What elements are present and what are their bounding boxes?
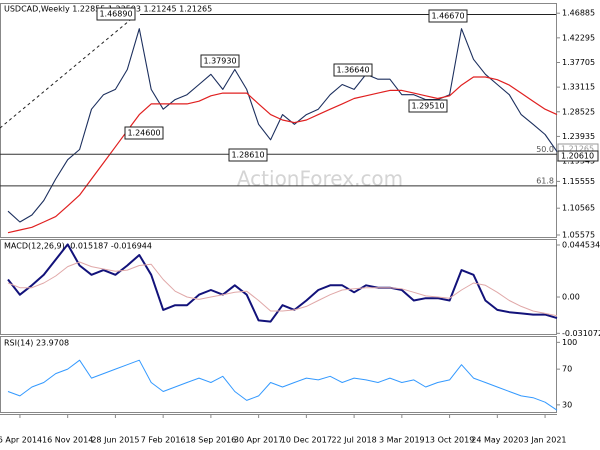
y-tick-label: 1.28525 <box>562 107 595 116</box>
x-tick-label: 18 Sep 2016 <box>186 436 237 445</box>
y-tick-label: -0.031072 <box>562 329 600 338</box>
x-tick-label: 3 Jan 2021 <box>524 436 567 445</box>
x-tick-label: 6 Apr 2014 <box>0 436 42 445</box>
price-label-box <box>124 126 164 140</box>
y-tick-label: 30 <box>562 400 572 409</box>
x-tick-label: 3 Mar 2019 <box>379 436 425 445</box>
price-panel <box>0 3 557 238</box>
series-line <box>7 243 558 323</box>
x-tick-label: 7 Feb 2016 <box>141 436 186 445</box>
last-price-label: 1.21265 <box>561 145 594 154</box>
series-line <box>7 261 558 317</box>
y-tick-label: 1.46885 <box>562 9 595 18</box>
price-label-box <box>96 7 136 21</box>
y-tick-label: 1.05575 <box>562 230 595 239</box>
price-label: 1.24600 <box>127 129 160 138</box>
y-tick-label: 1.15555 <box>562 177 595 186</box>
price-label-box <box>428 9 468 23</box>
level-label: 61.8 <box>536 176 554 185</box>
y-tick-label: 0.044534 <box>562 240 600 249</box>
last-price-label: 1.20610 <box>561 152 594 161</box>
level-label: 50.0 <box>536 145 554 154</box>
price-label: 1.46890 <box>99 10 132 19</box>
series-line <box>7 359 558 411</box>
x-tick-label: 22 Jul 2018 <box>331 436 376 445</box>
x-tick-label: 13 Oct 2019 <box>425 436 474 445</box>
price-label: 1.46670 <box>431 12 464 21</box>
x-tick-label: 10 Dec 2017 <box>281 436 332 445</box>
last-price-box <box>557 150 599 162</box>
price-label: 1.36640 <box>336 66 369 75</box>
series-line <box>7 76 558 234</box>
x-tick-label: 24 May 2020 <box>471 436 523 445</box>
x-tick-label: 28 Jun 2015 <box>91 436 139 445</box>
y-tick-label: 1.23935 <box>562 132 595 141</box>
y-tick-label: 1.42295 <box>562 33 595 42</box>
y-tick-label: 70 <box>562 365 572 374</box>
y-tick-label: 0.00 <box>562 293 580 302</box>
macd-title: MACD(12,26,9) -0.015187 -0.016944 <box>4 242 152 251</box>
y-tick-label: 1.33115 <box>562 83 595 92</box>
y-tick-label: 100 <box>562 338 577 347</box>
price-label: 1.29510 <box>411 102 444 111</box>
x-tick-label: 16 Nov 2014 <box>42 436 93 445</box>
rsi-title: RSI(14) 23.9708 <box>4 339 69 348</box>
rsi-panel <box>0 336 557 413</box>
x-tick-label: 30 Apr 2017 <box>234 436 283 445</box>
y-tick-label: 1.10565 <box>562 204 595 213</box>
trend-line <box>0 15 136 129</box>
price-label: 1.28610 <box>231 151 264 160</box>
y-tick-label: 1.37705 <box>562 58 595 67</box>
macd-panel <box>0 239 557 335</box>
price-label-box <box>200 54 240 68</box>
price-label-box <box>228 148 268 162</box>
watermark: ActionForex.com <box>237 167 403 191</box>
price-label-box <box>408 99 448 113</box>
series-line <box>7 28 558 223</box>
price-label-box <box>333 63 373 77</box>
price-label: 1.37930 <box>203 57 236 66</box>
